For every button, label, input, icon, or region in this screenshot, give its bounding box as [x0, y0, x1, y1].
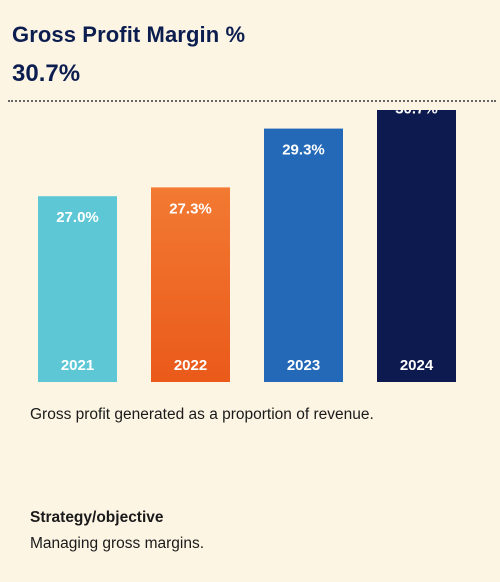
bar-2024	[377, 110, 456, 383]
bar-category-label-2022: 2022	[174, 357, 207, 374]
chart-description: Gross profit generated as a proportion o…	[30, 406, 374, 423]
bar-value-label-2023: 29.3%	[282, 142, 325, 159]
divider	[8, 100, 496, 102]
bar-2022	[151, 187, 230, 382]
strategy-heading: Strategy/objective	[30, 509, 164, 526]
bar-value-label-2022: 27.3%	[169, 200, 212, 217]
strategy-text: Managing gross margins.	[30, 535, 205, 552]
bar-value-label-2024: 30.7%	[395, 110, 438, 117]
bar-chart: 27.0% 2021 27.3% 2022 29.3% 2023 30.7% 2024	[38, 110, 456, 383]
bar-category-label-2024: 2024	[400, 357, 434, 374]
bar-category-label-2021: 2021	[61, 357, 94, 374]
page-title: Gross Profit Margin %	[12, 22, 246, 47]
bar-category-label-2023: 2023	[287, 357, 320, 374]
bar-2021	[38, 196, 117, 382]
headline-value: 30.7%	[12, 60, 81, 87]
bar-2023	[264, 128, 343, 382]
chart-area: 27.0% 2021 27.3% 2022 29.3% 2023 30.7% 2024	[0, 110, 500, 390]
bar-value-label-2021: 27.0%	[56, 209, 99, 226]
